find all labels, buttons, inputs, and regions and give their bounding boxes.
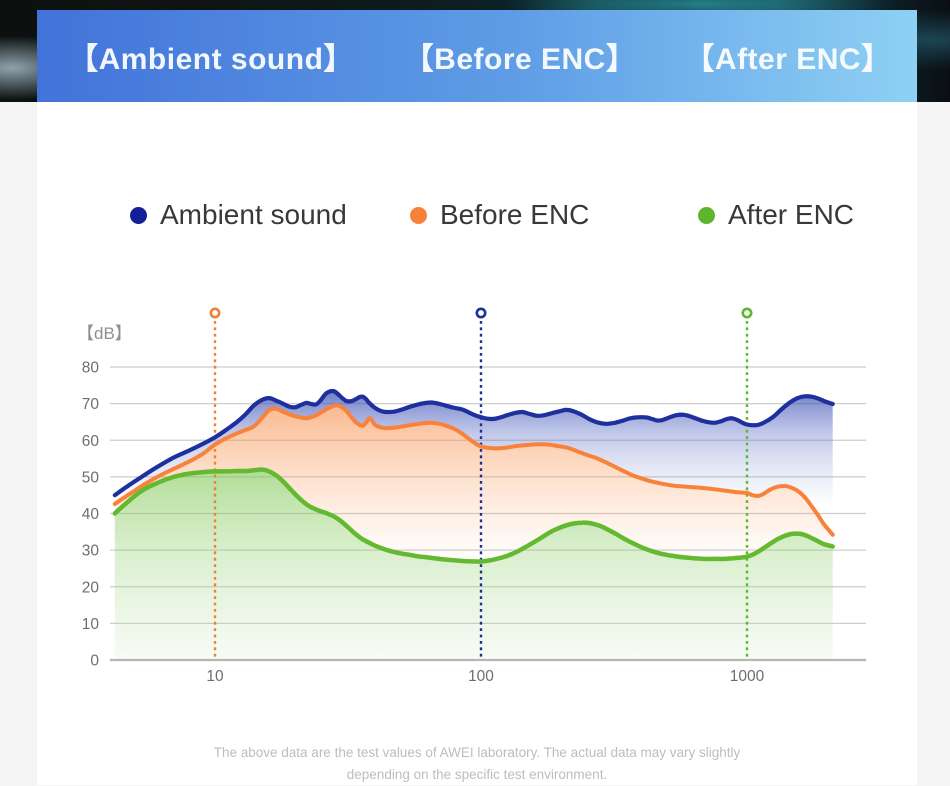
svg-text:80: 80 xyxy=(82,360,100,377)
marker-ring-icon xyxy=(209,307,221,319)
curve-before-enc xyxy=(112,403,835,537)
svg-text:【dB】: 【dB】 xyxy=(77,324,132,343)
legend-label-before-enc: Before ENC xyxy=(440,199,590,230)
header-banner: 【Ambient sound】 【Before ENC】 【After ENC】 xyxy=(37,10,917,102)
legend-dot-after-enc-icon xyxy=(698,206,715,224)
enc-frequency-chart: 0 10 20 30 40 50 60 70 80 【dB】 10 100 1000 xyxy=(77,307,866,685)
banner-title-after-enc: 【After ENC】 xyxy=(684,43,892,76)
area-after-enc xyxy=(114,469,833,660)
svg-text:70: 70 xyxy=(82,396,100,413)
marker-ring-icon xyxy=(475,307,487,319)
svg-text:50: 50 xyxy=(82,469,100,486)
area-before-enc xyxy=(114,405,833,562)
legend-item-after-enc: After ENC xyxy=(698,199,854,231)
svg-text:40: 40 xyxy=(82,506,100,523)
svg-text:30: 30 xyxy=(82,543,100,560)
disclaimer-text: The above data are the test values of AW… xyxy=(37,742,917,786)
svg-text:10: 10 xyxy=(206,668,224,685)
svg-text:0: 0 xyxy=(90,653,99,670)
disclaimer-line-1: The above data are the test values of AW… xyxy=(213,745,741,760)
svg-text:60: 60 xyxy=(82,433,100,450)
area-ambient-sound xyxy=(114,390,833,535)
legend-item-ambient-sound: Ambient sound xyxy=(130,199,347,231)
legend-label-ambient-sound: Ambient sound xyxy=(160,199,347,230)
legend-label-after-enc: After ENC xyxy=(728,199,855,230)
svg-text:1000: 1000 xyxy=(730,668,765,685)
banner-title-before-enc: 【Before ENC】 xyxy=(403,43,637,76)
marker-ring-icon xyxy=(741,307,753,319)
curve-after-enc xyxy=(112,467,835,564)
legend-item-before-enc: Before ENC xyxy=(410,199,589,231)
svg-text:10: 10 xyxy=(82,616,100,633)
content-card: Ambient sound Before ENC After ENC 0 10 20… xyxy=(37,102,917,785)
banner-title-ambient-sound: 【Ambient sound】 xyxy=(68,43,354,76)
disclaimer-line-2: depending on the specific test environme… xyxy=(346,767,608,782)
svg-text:20: 20 xyxy=(82,579,100,596)
curve-ambient-sound xyxy=(112,388,835,498)
legend-dot-before-enc-icon xyxy=(410,206,427,224)
legend-dot-ambient-sound-icon xyxy=(130,206,147,224)
svg-text:100: 100 xyxy=(468,668,494,685)
